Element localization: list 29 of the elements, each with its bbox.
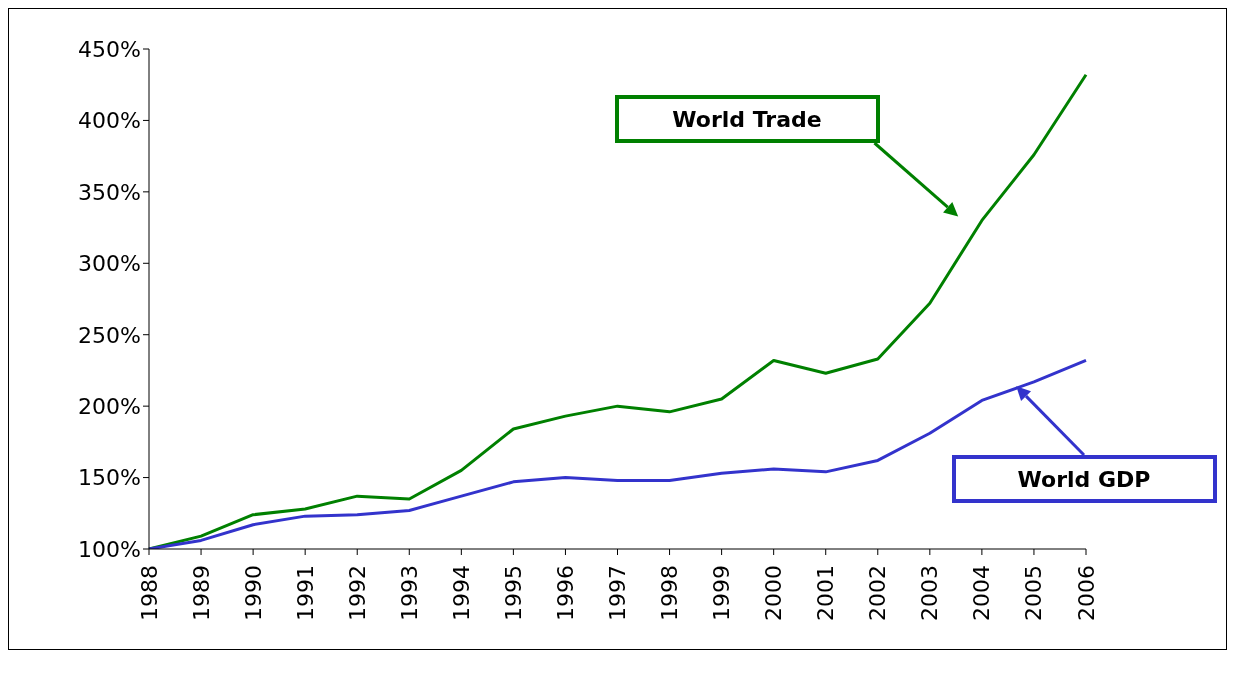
x-tick-label: 2004 bbox=[969, 565, 995, 621]
x-tick-label: 2006 bbox=[1073, 565, 1099, 621]
x-tick-label: 1992 bbox=[344, 565, 370, 621]
x-tick-label: 1990 bbox=[240, 565, 266, 621]
x-tick-label: 1989 bbox=[188, 565, 214, 621]
y-tick-label: 100% bbox=[78, 536, 141, 562]
x-tick-label: 1996 bbox=[552, 565, 578, 621]
x-tick-label: 2005 bbox=[1021, 565, 1047, 621]
x-tick-label: 1997 bbox=[605, 565, 630, 621]
text: World Trade bbox=[614, 95, 880, 143]
text: World GDP bbox=[951, 455, 1217, 503]
y-tick-label: 150% bbox=[78, 465, 141, 491]
y-tick-label: 250% bbox=[78, 322, 141, 348]
x-tick-label: 1993 bbox=[396, 565, 422, 621]
x-tick-label: 1994 bbox=[448, 565, 474, 621]
x-tick-label: 2001 bbox=[813, 565, 839, 621]
x-tick-label: 1998 bbox=[657, 565, 683, 621]
x-tick-label: 1999 bbox=[709, 565, 735, 621]
y-tick-label: 350% bbox=[78, 179, 141, 205]
y-tick-label: 400% bbox=[78, 108, 141, 134]
x-tick-label: 2000 bbox=[761, 565, 787, 621]
y-tick-label: 200% bbox=[78, 393, 141, 419]
y-tick-label: 450% bbox=[78, 36, 141, 62]
x-tick-label: 1988 bbox=[136, 565, 162, 621]
x-tick-label: 1995 bbox=[500, 565, 526, 621]
x-tick-label: 1991 bbox=[292, 565, 318, 621]
x-tick-label: 2003 bbox=[917, 565, 943, 621]
x-tick-label: 2002 bbox=[865, 565, 891, 621]
y-tick-label: 300% bbox=[78, 251, 141, 277]
